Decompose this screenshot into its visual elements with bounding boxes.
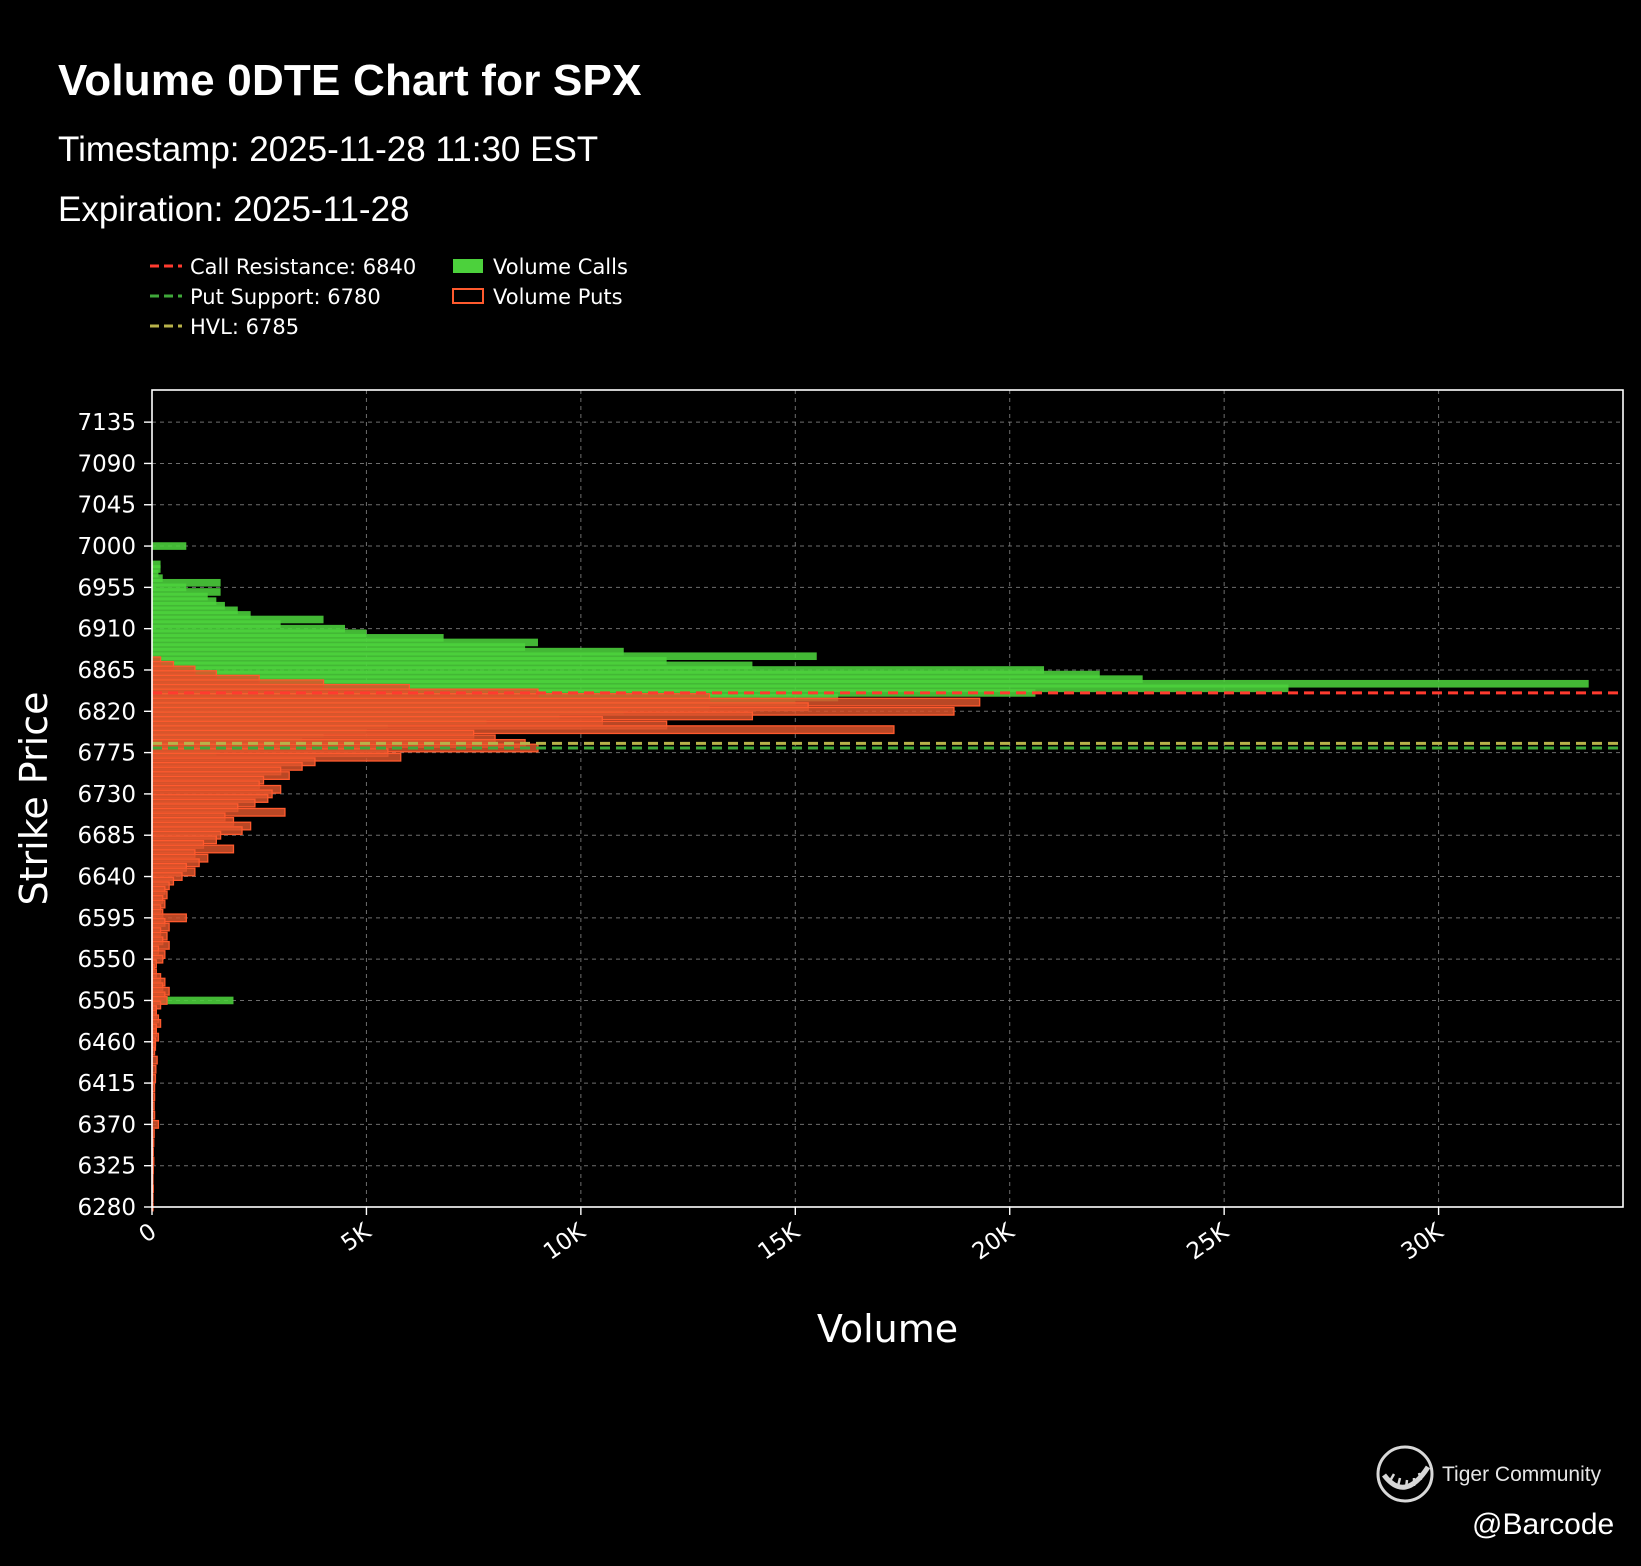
call-bar: [152, 601, 225, 610]
y-tick-label: 7135: [77, 410, 136, 436]
legend: Call Resistance: 6840 Put Support: 6780 HV…: [150, 255, 628, 339]
y-tick-label: 7090: [77, 451, 136, 477]
call-bar: [152, 620, 281, 628]
y-tick-label: 6685: [77, 823, 136, 849]
timestamp-label: Timestamp: 2025-11-28 11:30 EST: [58, 130, 599, 169]
y-tick-label: 6910: [77, 617, 136, 643]
expiration-label: Expiration: 2025-11-28: [58, 190, 410, 229]
y-tick-label: 6280: [77, 1195, 136, 1221]
call-bar: [152, 615, 324, 624]
y-tick-label: 6595: [77, 906, 136, 932]
legend-swatch: [452, 288, 484, 304]
legend-label: Volume Puts: [493, 285, 623, 309]
call-bar: [152, 565, 161, 573]
call-bar: [152, 578, 221, 587]
call-bar: [152, 684, 1289, 693]
x-axis-label: Volume: [817, 1307, 958, 1351]
author-credit: @Barcode: [1472, 1508, 1615, 1541]
y-axis-label: Strike Price: [12, 691, 56, 905]
legend-label: Put Support: 6780: [190, 285, 381, 309]
y-tick-label: 6955: [77, 575, 136, 601]
call-bar: [152, 592, 208, 601]
watermark-brand: Tiger Community: [1442, 1463, 1602, 1486]
level-lines: [152, 691, 1623, 750]
put-bar: [151, 1119, 160, 1129]
calls-bars: [152, 542, 1589, 1005]
x-tick-label: 0: [135, 1219, 162, 1249]
call-bar: [152, 638, 538, 647]
y-tick-label: 6460: [77, 1030, 136, 1056]
y-tick-label: 6325: [77, 1154, 136, 1180]
x-tick-label: 20K: [968, 1218, 1020, 1265]
call-bar: [152, 652, 817, 661]
x-tick-label: 5K: [337, 1218, 377, 1257]
call-bar: [152, 583, 187, 592]
y-tick-label: 6370: [77, 1112, 136, 1138]
y-tick-label: 6730: [77, 782, 136, 808]
call-bar: [152, 661, 753, 670]
call-bar: [152, 611, 251, 619]
call-bar: [152, 634, 444, 642]
call-bar: [152, 657, 667, 665]
y-tick-label: 6415: [77, 1071, 136, 1097]
y-tick-label: 6820: [77, 699, 136, 725]
call-bar: [152, 670, 1100, 679]
call-bar: [152, 643, 526, 651]
call-bar: [152, 629, 367, 638]
call-bar: [152, 560, 161, 569]
legend-label: Call Resistance: 6840: [190, 255, 416, 279]
y-tick-label: 6775: [77, 741, 136, 767]
grid: [151, 390, 1623, 1208]
call-bar: [152, 574, 163, 582]
call-bar: [152, 666, 1045, 674]
x-tick-label: 15K: [753, 1218, 805, 1265]
x-tick-label: 30K: [1397, 1218, 1449, 1265]
puts-bars: [151, 656, 981, 1212]
y-tick-label: 7000: [77, 534, 136, 560]
legend-label: HVL: 6785: [190, 315, 299, 339]
tiger-logo-icon: [1376, 1445, 1434, 1503]
call-bar: [152, 588, 221, 596]
call-bar: [152, 675, 1143, 683]
y-tick-label: 6505: [77, 988, 136, 1014]
call-bar: [152, 597, 217, 605]
legend-label: Volume Calls: [493, 255, 628, 279]
plot-frame: [151, 389, 1624, 1208]
x-tick-label: 10K: [539, 1218, 591, 1265]
y-tick-label: 6865: [77, 658, 136, 684]
y-tick-label: 6550: [77, 947, 136, 973]
y-tick-label: 7045: [77, 493, 136, 519]
call-bar: [152, 624, 345, 633]
y-tick-label: 6640: [77, 865, 136, 891]
call-bar: [152, 569, 159, 578]
legend-swatch: [453, 259, 483, 273]
call-bar: [152, 679, 1589, 688]
call-bar: [152, 996, 234, 1005]
axes: 7135 7090 7045 7000 6955 6910 6865 6820 6775 6730…: [12, 410, 1449, 1351]
call-bar: [152, 606, 238, 615]
chart-title: Volume 0DTE Chart for SPX: [58, 56, 642, 105]
call-bar: [152, 542, 187, 550]
x-tick-label: 25K: [1182, 1218, 1234, 1265]
call-bar: [152, 647, 624, 656]
